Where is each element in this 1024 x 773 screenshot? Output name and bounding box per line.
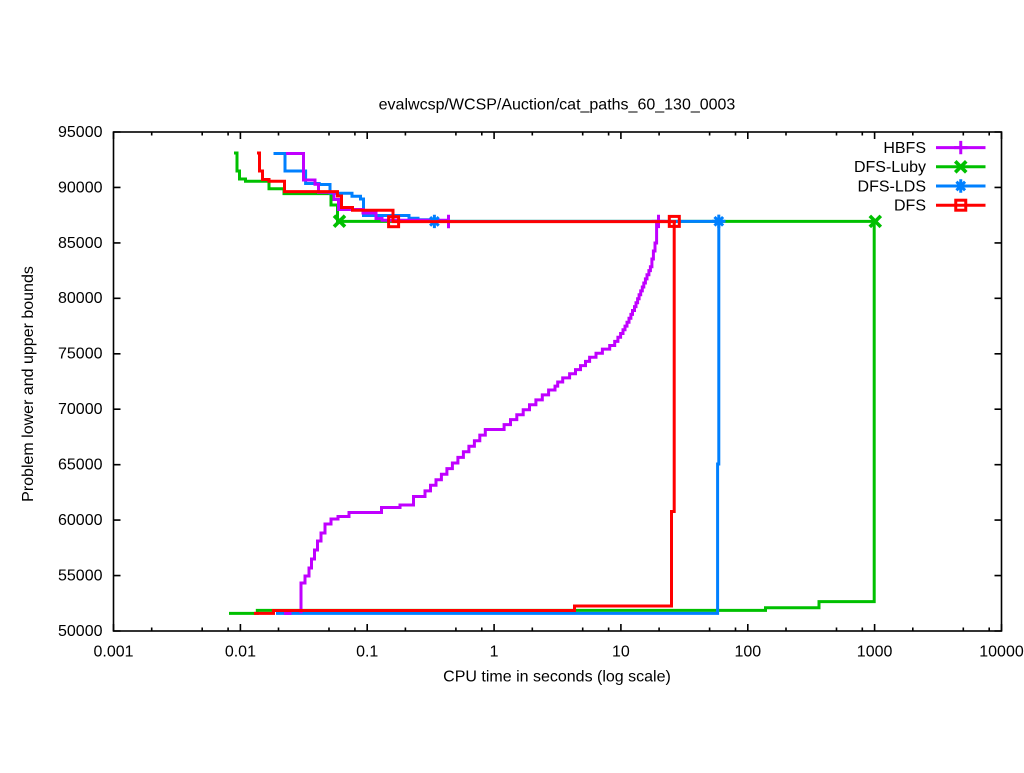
svg-text:50000: 50000 [58, 623, 103, 640]
svg-text:0.1: 0.1 [356, 644, 378, 661]
svg-text:80000: 80000 [58, 290, 103, 307]
svg-text:CPU time in seconds (log scale: CPU time in seconds (log scale) [443, 669, 671, 686]
svg-text:0.001: 0.001 [93, 644, 133, 661]
svg-text:70000: 70000 [58, 401, 103, 418]
svg-text:DFS-LDS: DFS-LDS [858, 178, 926, 195]
svg-text:1: 1 [490, 644, 499, 661]
svg-text:HBFS: HBFS [883, 140, 926, 157]
svg-text:95000: 95000 [58, 124, 103, 141]
svg-text:60000: 60000 [58, 512, 103, 529]
svg-text:Problem lower and upper bounds: Problem lower and upper bounds [20, 266, 37, 502]
svg-text:DFS: DFS [894, 198, 926, 215]
svg-text:90000: 90000 [58, 179, 103, 196]
svg-text:85000: 85000 [58, 235, 103, 252]
svg-text:75000: 75000 [58, 346, 103, 363]
svg-text:evalwcsp/WCSP/Auction/cat_path: evalwcsp/WCSP/Auction/cat_paths_60_130_0… [379, 97, 736, 114]
svg-text:0.01: 0.01 [225, 644, 256, 661]
svg-text:65000: 65000 [58, 457, 103, 474]
svg-text:1000: 1000 [857, 644, 893, 661]
svg-text:100: 100 [734, 644, 761, 661]
svg-text:DFS-Luby: DFS-Luby [854, 159, 926, 176]
svg-text:10000: 10000 [979, 644, 1024, 661]
svg-text:55000: 55000 [58, 568, 103, 585]
svg-text:10: 10 [612, 644, 630, 661]
